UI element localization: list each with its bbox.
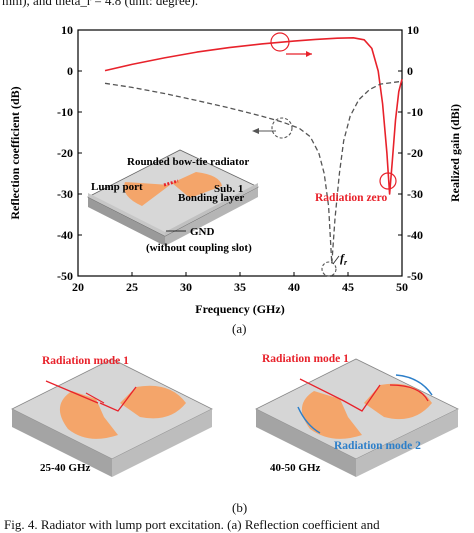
inset-gnd-label: GND: [190, 226, 215, 238]
right-mode2-label: Radiation mode 2: [334, 440, 421, 452]
inset-patch-left: [124, 182, 170, 206]
inset-radiator-label: Rounded bow-tie radiator: [127, 156, 249, 168]
y-right-tick-label: 10: [407, 23, 419, 37]
y-right-tick-label: -30: [407, 187, 423, 201]
board-right-mode2-arcs: [297, 374, 433, 434]
panel-a-label: (a): [232, 321, 247, 336]
radiation-zero-label: Radiation zero: [315, 192, 388, 204]
board-right-front: [256, 409, 356, 477]
x-tick-label: 50: [396, 280, 408, 294]
axis-ticks: 20 25 30 35 40 45 50 10 0 -10 -20 -30 -40 -50 10 0 -10 -2…: [57, 23, 423, 294]
inset-bonding-label: Bonding layer: [178, 192, 244, 204]
board-right-side: [356, 409, 458, 477]
y-left-tick-label: -50: [57, 269, 73, 283]
fr-label-sub: r: [344, 258, 348, 267]
fr-pointer: [332, 255, 340, 265]
y-left-tick-label: -40: [57, 228, 73, 242]
board-left-side: [112, 409, 212, 477]
y-right-tick-label: 0: [407, 64, 413, 78]
y-right-tick-label: -50: [407, 269, 423, 283]
plot-frame: [77, 29, 403, 277]
reflection-marker-circle: [271, 117, 293, 139]
board-right-patch-b: [364, 383, 432, 420]
x-tick-label: 35: [234, 280, 246, 294]
reflection-coefficient-line: [104, 80, 403, 265]
inset-gnd-note: (without coupling slot): [146, 242, 252, 254]
inset-lump-port-label: Lump port: [91, 181, 143, 193]
inset-ground-side: [165, 187, 258, 246]
gain-marker-circle: [270, 32, 290, 52]
series-layer: [104, 36, 403, 265]
y-left-tick-label: 0: [67, 64, 73, 78]
fr-marker-circle: [321, 261, 337, 277]
panel-b-label: (b): [232, 500, 248, 515]
board-left-mode-arrows: [45, 380, 137, 412]
x-tick-label: 40: [288, 280, 300, 294]
board-left-patch-a: [59, 391, 118, 439]
y-left-tick-label: -30: [57, 187, 73, 201]
y-left-tick-label: -10: [57, 105, 73, 119]
board-right: [255, 358, 459, 477]
fr-label-main: f: [340, 251, 345, 265]
inset-feed: [163, 179, 179, 187]
board-left-patch-b: [120, 385, 186, 419]
realized-gain-line: [104, 36, 403, 195]
x-tick-label: 25: [126, 280, 138, 294]
x-tick-label: 30: [180, 280, 192, 294]
y-left-tick-label: 10: [61, 23, 73, 37]
y-right-tick-label: -10: [407, 105, 423, 119]
gain-arrow-head: [306, 51, 312, 57]
reflection-arrow-head: [252, 128, 259, 134]
x-axis-label: Frequency (GHz): [195, 302, 284, 316]
y-axis-left-label: Reflection coefficient (dB): [8, 86, 22, 219]
board-left-front: [12, 409, 112, 477]
header-text-fragment: mm), and theta_r = 4.8 (unit: degree).: [2, 0, 199, 8]
antenna-inset: [87, 149, 259, 246]
figure-caption: Fig. 4. Radiator with lump port excitati…: [4, 517, 380, 532]
fr-label: fr: [340, 251, 348, 267]
right-band-label: 40-50 GHz: [270, 462, 321, 474]
inset-sub1-label: Sub. 1: [214, 183, 243, 195]
y-axis-right-label: Realized gain (dBi): [448, 104, 462, 202]
panel-b-illustration: Radiation mode 1 25-40 GHz Radiation mod…: [11, 353, 459, 477]
x-tick-label: 45: [342, 280, 354, 294]
inset-substrate-side: [165, 183, 258, 236]
inset-ground-front: [88, 197, 165, 246]
left-mode1-label: Radiation mode 1: [42, 355, 129, 367]
board-right-patch-a: [301, 391, 362, 439]
board-left-ray: [85, 392, 105, 404]
left-band-label: 25-40 GHz: [40, 462, 91, 474]
radiation-zero-circle: [379, 172, 397, 190]
board-left: [11, 358, 213, 477]
right-mode1-label: Radiation mode 1: [262, 353, 349, 365]
board-right-mode1-arrows: [299, 378, 429, 412]
inset-patch-right: [172, 172, 222, 198]
y-left-tick-label: -20: [57, 146, 73, 160]
y-right-tick-label: -40: [407, 228, 423, 242]
y-right-tick-label: -20: [407, 146, 423, 160]
inset-substrate-front: [88, 193, 165, 236]
x-tick-label: 20: [72, 280, 84, 294]
chart-area: 20 25 30 35 40 45 50 10 0 -10 -20 -30 -40 -50 10 0 -10 -2…: [8, 23, 462, 316]
